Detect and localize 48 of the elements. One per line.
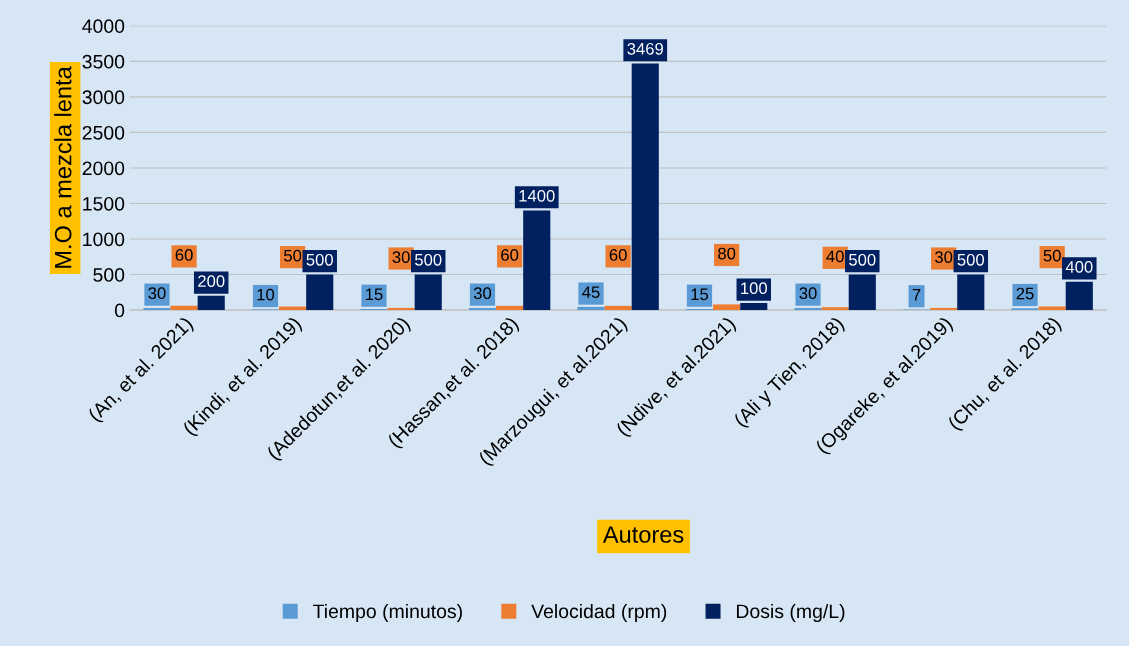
data-label: 50 — [1043, 249, 1061, 262]
data-label: 500 — [849, 253, 876, 266]
data-label: 400 — [1065, 261, 1093, 273]
data-label: 30 — [392, 251, 410, 263]
y-tick-label: 1000 — [83, 232, 125, 247]
data-label: 1400 — [519, 189, 555, 202]
data-label: 45 — [582, 286, 600, 299]
legend-label: Tiempo (minutos) — [313, 603, 462, 623]
bar — [713, 304, 741, 311]
y-tick-label: 2000 — [82, 161, 125, 176]
y-tick-label: 3000 — [82, 90, 125, 105]
data-label: 60 — [501, 249, 519, 261]
data-label: 15 — [365, 288, 383, 301]
y-tick-label: 2500 — [82, 125, 125, 140]
data-label: 30 — [473, 287, 492, 300]
data-label: 500 — [306, 253, 333, 266]
bar — [930, 307, 958, 311]
data-label: 25 — [1016, 287, 1034, 300]
y-tick-label: 3500 — [82, 54, 125, 69]
legend-label: Velocidad (rpm) — [531, 603, 667, 623]
data-label: 100 — [741, 282, 768, 295]
data-label: 30 — [799, 287, 817, 300]
bar — [170, 305, 198, 311]
data-label: 50 — [284, 249, 302, 262]
data-label: 60 — [609, 249, 627, 261]
x-axis-title: Autores — [602, 526, 684, 543]
data-label: 500 — [415, 253, 442, 266]
data-label: 15 — [691, 288, 709, 301]
data-label: 60 — [175, 249, 193, 261]
y-tick-label: 0 — [114, 303, 125, 318]
bar — [821, 307, 849, 311]
y-tick-label: 1500 — [83, 196, 125, 211]
legend-label: Dosis (mg/L) — [736, 603, 845, 623]
data-label: 40 — [826, 250, 844, 263]
y-axis-title: M.O a mezcla lenta — [54, 66, 72, 268]
data-label: 30 — [935, 251, 953, 263]
y-tick-label: 500 — [93, 268, 125, 282]
y-tick-label: 4000 — [82, 19, 125, 34]
bar — [387, 307, 415, 311]
data-label: 80 — [718, 247, 736, 260]
data-label: 7 — [912, 289, 921, 301]
data-label: 30 — [148, 287, 166, 300]
data-label: 10 — [257, 288, 275, 301]
data-label: 200 — [198, 275, 225, 288]
data-label: 500 — [957, 253, 985, 266]
bar — [496, 305, 524, 311]
data-label: 3469 — [627, 42, 664, 55]
bar — [604, 305, 632, 311]
